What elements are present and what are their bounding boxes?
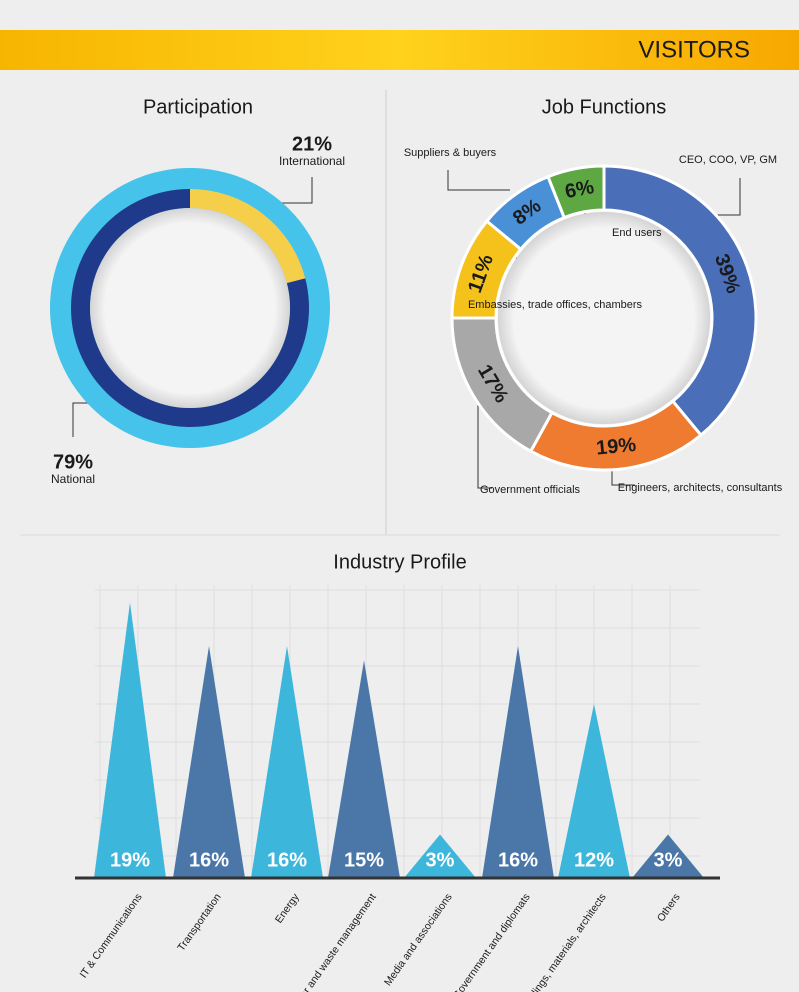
category-label: CEO, COO, VP, GM <box>679 154 777 166</box>
donut-segment <box>546 164 606 220</box>
value-label: 15% <box>344 849 384 871</box>
value-label: 3% <box>654 849 683 871</box>
x-tick-label: Energy <box>273 891 302 926</box>
donut-hole <box>498 212 710 424</box>
header-band <box>0 30 799 70</box>
category-label: Government officials <box>480 484 581 496</box>
chart-title: Industry Profile <box>333 551 466 573</box>
triangle <box>328 660 400 878</box>
triangle <box>558 704 630 878</box>
x-tick-label: Media and associations <box>382 891 455 988</box>
triangle <box>251 646 323 878</box>
value-label: 19% <box>110 849 150 871</box>
donut-segment <box>190 189 306 284</box>
triangle <box>404 834 476 878</box>
value-label: 3% <box>426 849 455 871</box>
value-label: 16% <box>267 849 307 871</box>
category-label: Engineers, architects, consultants <box>618 482 783 494</box>
value-label: 16% <box>498 849 538 871</box>
value-label: 79% <box>53 451 93 473</box>
x-tick-label: Government and diplomats <box>451 891 533 992</box>
category-label: Embassies, trade offices, chambers <box>468 299 643 311</box>
category-label: Suppliers & buyers <box>404 147 497 159</box>
value-label: 6% <box>563 176 596 203</box>
x-tick-label: Others <box>655 891 683 924</box>
donut-hole <box>90 208 290 408</box>
chart-title: Job Functions <box>542 96 667 118</box>
triangle <box>173 646 245 878</box>
x-tick-label: Transportation <box>175 891 224 953</box>
value-label: 12% <box>574 849 614 871</box>
category-label: End users <box>612 227 662 239</box>
chart-title: Participation <box>143 96 253 118</box>
x-tick-label: Water and waste management <box>287 891 379 992</box>
category-label: National <box>51 472 95 486</box>
x-tick-label: IT & Communications <box>77 891 144 980</box>
category-label: International <box>279 154 345 168</box>
triangle <box>94 602 166 878</box>
value-label: 16% <box>189 849 229 871</box>
triangle <box>482 646 554 878</box>
triangle <box>632 834 704 878</box>
donut-segment <box>602 164 758 438</box>
value-label: 21% <box>292 133 332 155</box>
value-label: 19% <box>595 434 637 460</box>
header-title: VISITORS <box>638 36 750 63</box>
